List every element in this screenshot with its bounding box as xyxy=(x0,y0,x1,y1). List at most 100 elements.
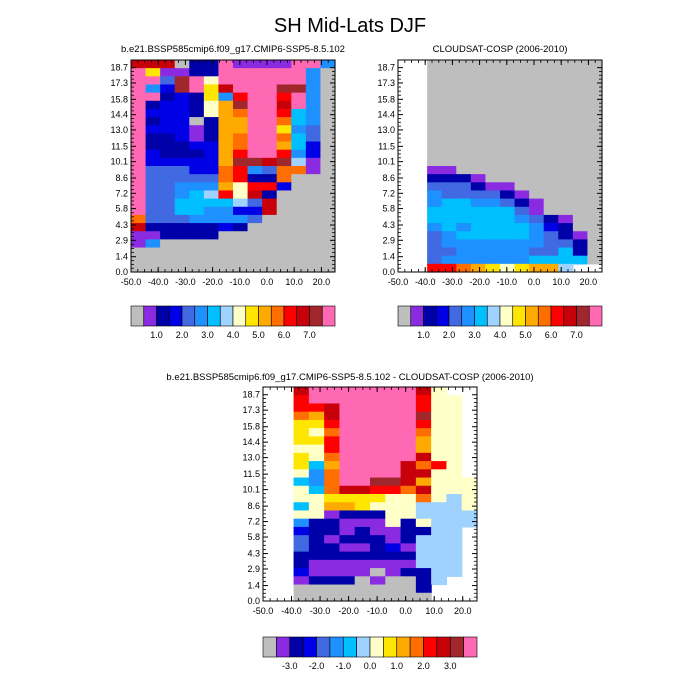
heatmap-cell xyxy=(385,535,402,544)
heatmap-cell xyxy=(276,149,292,159)
heatmap-cell xyxy=(203,100,220,110)
heatmap-cell xyxy=(431,395,448,405)
heatmap-cell xyxy=(354,576,371,586)
heatmap-cell xyxy=(320,108,336,118)
heatmap-cell xyxy=(145,108,161,118)
heatmap-cell xyxy=(400,461,417,470)
heatmap-cell xyxy=(431,535,448,544)
heatmap-cell xyxy=(320,182,336,192)
heatmap-cell xyxy=(293,568,310,577)
heatmap-cell xyxy=(324,502,341,512)
heatmap-cell xyxy=(247,206,263,216)
heatmap-cell xyxy=(203,231,220,240)
heatmap-cell xyxy=(320,223,336,232)
heatmap-cell xyxy=(385,592,402,602)
heatmap-cell xyxy=(431,403,448,413)
heatmap-cell xyxy=(189,92,205,102)
heatmap-cell xyxy=(558,68,574,77)
heatmap-cell xyxy=(293,559,310,569)
colorbar-swatch xyxy=(435,305,450,327)
heatmap-cell xyxy=(203,133,220,143)
colorbar-label: 3.0 xyxy=(468,330,481,340)
heatmap-cell xyxy=(587,182,603,192)
colorbar-swatch xyxy=(194,305,208,327)
heatmap-cell xyxy=(262,149,278,159)
heatmap-cell xyxy=(587,255,603,265)
heatmap-cell xyxy=(293,395,310,405)
colorbar-label: 0.0 xyxy=(364,661,377,671)
heatmap-cell xyxy=(320,125,336,134)
heatmap-cell xyxy=(572,174,589,183)
heatmap-cell xyxy=(427,174,443,183)
heatmap-cell xyxy=(370,395,386,405)
heatmap-cell xyxy=(189,133,205,143)
heatmap-cell xyxy=(485,198,501,208)
heatmap-cell xyxy=(427,108,443,118)
heatmap-cell xyxy=(324,551,341,561)
heatmap-cell xyxy=(354,485,371,495)
heatmap-cell xyxy=(470,214,487,224)
heatmap-cell xyxy=(324,568,341,577)
heatmap-cell xyxy=(485,68,501,77)
y-tick-label: 17.3 xyxy=(242,405,260,415)
heatmap-cell xyxy=(291,92,307,102)
heatmap-cell xyxy=(470,166,487,175)
panel-model-title: b.e21.BSSP585cmip6.f09_g17.CMIP6-SSP5-8.… xyxy=(121,44,345,55)
heatmap-cell xyxy=(446,485,463,495)
heatmap-cell xyxy=(291,166,307,175)
x-tick-label: -10.0 xyxy=(497,277,518,287)
colorbar-label: 7.0 xyxy=(303,330,316,340)
heatmap-cell xyxy=(456,206,472,216)
heatmap-cell xyxy=(431,461,448,470)
heatmap-cell xyxy=(529,231,545,240)
colorbar-swatch xyxy=(316,636,331,658)
heatmap-cell xyxy=(441,190,457,200)
heatmap-cell xyxy=(233,263,249,273)
heatmap-cell xyxy=(203,239,220,249)
colorbar-label: 1.0 xyxy=(417,330,430,340)
heatmap-cell xyxy=(174,141,190,151)
heatmap-cell xyxy=(514,100,530,110)
heatmap-cell xyxy=(293,592,310,602)
heatmap-cell xyxy=(558,263,574,273)
heatmap-cell xyxy=(427,149,443,159)
heatmap-cell xyxy=(131,60,147,69)
heatmap-cell xyxy=(203,247,220,257)
heatmap-cell xyxy=(456,231,472,240)
heatmap-cell xyxy=(558,239,574,249)
heatmap-cell xyxy=(543,84,559,94)
heatmap-cell xyxy=(174,100,190,110)
heatmap-cell xyxy=(203,174,220,183)
heatmap-cell xyxy=(247,247,263,257)
heatmap-cell xyxy=(431,551,448,561)
heatmap-cell xyxy=(291,68,307,77)
heatmap-cell xyxy=(203,206,220,216)
heatmap-cell xyxy=(189,239,205,249)
heatmap-cell xyxy=(470,182,487,192)
heatmap-cell xyxy=(262,255,278,265)
heatmap-cell xyxy=(415,452,432,462)
panel-model-axes: 0.0 1.4 2.9 4.3 5.8 7.2 8.6 10.1 11.5 13.0 14.4 15.… xyxy=(110,59,336,287)
heatmap-cell xyxy=(470,149,487,159)
heatmap-cell xyxy=(339,543,356,553)
heatmap-cell xyxy=(160,255,176,265)
heatmap-cell xyxy=(456,223,472,232)
y-tick-label: 14.4 xyxy=(242,437,260,447)
heatmap-cell xyxy=(320,255,336,265)
heatmap-cell xyxy=(189,190,205,200)
heatmap-cell xyxy=(189,84,205,94)
colorbar-swatch xyxy=(423,636,438,658)
colorbar-swatch xyxy=(563,305,577,327)
heatmap-cell xyxy=(415,403,432,413)
heatmap-cell xyxy=(276,198,292,208)
heatmap-cell xyxy=(529,60,545,69)
heatmap-cell xyxy=(324,494,341,503)
heatmap-cell xyxy=(160,141,176,151)
heatmap-cell xyxy=(174,247,190,257)
heatmap-cell xyxy=(558,60,574,69)
heatmap-cell xyxy=(305,247,322,257)
heatmap-cell xyxy=(587,76,603,86)
heatmap-cell xyxy=(415,436,432,446)
heatmap-cell xyxy=(160,149,176,159)
heatmap-cell xyxy=(354,436,371,446)
